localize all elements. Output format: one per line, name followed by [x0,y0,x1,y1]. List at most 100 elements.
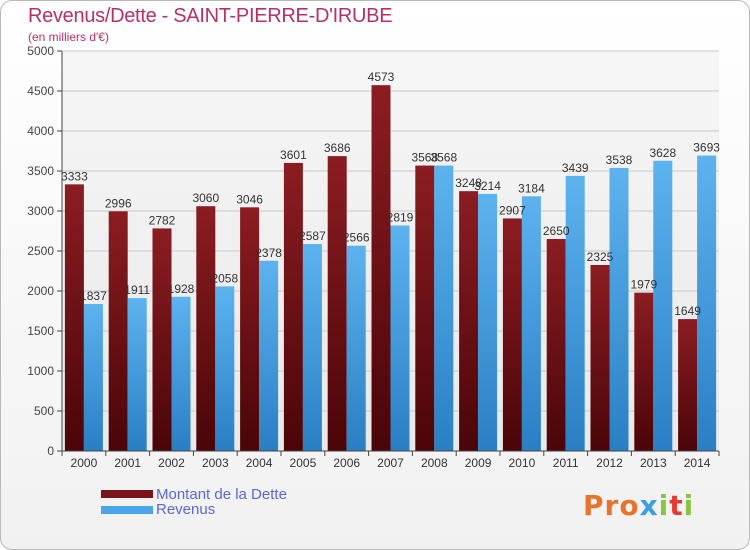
bar-revenus [127,298,147,451]
bar-revenus [215,286,235,451]
x-tick-label: 2010 [509,456,536,470]
data-label-revenus: 1928 [168,282,195,296]
bar-revenus [565,175,585,451]
x-tick-label: 2004 [246,456,273,470]
bar-dette [415,165,435,451]
data-label-dette: 3601 [280,148,307,162]
bar-dette [590,265,610,451]
data-label-revenus: 1837 [80,289,107,303]
bar-revenus [653,160,673,451]
data-label-revenus: 1911 [124,283,150,297]
data-label-revenus: 3439 [562,161,589,175]
chart-title: Revenus/Dette - SAINT-PIERRE-D'IRUBE [28,5,393,27]
x-tick-label: 2006 [333,456,360,470]
legend-label-revenus: Revenus [156,501,216,518]
data-label-dette: 2996 [105,196,132,210]
data-label-revenus: 2587 [299,229,326,243]
y-tick-label: 2000 [27,284,54,298]
data-label-revenus: 3184 [518,181,545,195]
chart-subtitle: (en milliers d'€) [28,30,109,44]
bar-revenus [521,196,541,451]
data-label-dette: 3248 [455,176,482,190]
logo-letter: t [669,489,684,522]
logo-letter: x [639,489,659,522]
bar-dette [196,206,216,451]
data-label-dette: 1979 [630,278,657,292]
bar-dette [64,184,84,452]
x-tick-label: 2008 [421,456,448,470]
legend-swatch-revenus [101,506,153,514]
data-label-dette: 4573 [368,70,395,84]
bar-revenus [697,155,717,451]
bar-dette [327,156,347,451]
bar-dette [240,207,260,451]
x-tick-label: 2000 [71,456,98,470]
bar-dette [678,319,698,451]
bar-dette [459,191,479,451]
logo-letter: r [604,489,620,522]
data-label-dette: 2907 [499,203,526,217]
data-label-revenus: 2378 [255,246,282,260]
y-tick-label: 3000 [27,204,54,218]
bar-revenus [302,244,322,451]
data-label-dette: 3333 [61,169,88,183]
y-tick-label: 1000 [27,364,54,378]
bar-revenus [259,260,279,451]
bar-revenus [390,225,410,451]
y-tick-label: 1500 [27,324,54,338]
data-label-revenus: 3538 [606,153,633,167]
y-tick-label: 0 [47,444,54,458]
data-label-revenus: 3568 [430,151,457,165]
x-tick-label: 2012 [596,456,623,470]
data-label-revenus: 2819 [387,210,414,224]
bar-revenus [478,193,498,451]
data-label-revenus: 2566 [343,231,370,245]
data-label-dette: 3046 [236,192,263,206]
logo-letter: i [683,489,695,522]
x-tick-label: 2002 [158,456,185,470]
x-tick-label: 2014 [684,456,711,470]
bar-revenus [434,165,454,451]
bar-revenus [171,296,191,451]
proxiti-logo: Proxiti [583,489,694,522]
y-tick-label: 4000 [27,124,54,138]
bar-dette [108,211,128,451]
data-label-dette: 3686 [324,141,351,155]
x-tick-label: 2007 [377,456,404,470]
y-tick-label: 2500 [27,244,54,258]
data-label-dette: 3060 [192,191,219,205]
data-label-revenus: 3693 [693,141,720,155]
bar-dette [634,292,654,451]
x-tick-label: 2013 [640,456,667,470]
bar-dette [502,218,522,451]
x-tick-label: 2003 [202,456,229,470]
bar-revenus [346,245,366,451]
bar-revenus [609,167,629,451]
data-label-revenus: 3214 [474,179,501,193]
y-tick-label: 5000 [27,44,54,58]
y-tick-label: 3500 [27,164,54,178]
data-label-revenus: 2058 [211,271,238,285]
x-tick-label: 2011 [553,456,579,470]
data-label-dette: 2782 [149,213,176,227]
logo-letter: P [583,489,605,522]
data-label-dette: 3568 [411,151,438,165]
bar-dette [371,85,391,451]
data-label-revenus: 3628 [649,146,676,160]
logo-letter: o [619,489,640,522]
data-label-dette: 2650 [543,224,570,238]
y-tick-label: 500 [34,404,54,418]
bar-dette [152,228,172,451]
legend-swatch-debt [101,490,153,498]
legend-label-debt: Montant de la Dette [156,486,287,503]
y-tick-label: 4500 [27,84,54,98]
bar-dette [546,239,566,451]
x-tick-label: 2005 [290,456,317,470]
bar-dette [283,162,303,452]
bar-revenus [83,304,103,451]
data-label-dette: 2325 [587,250,614,264]
x-tick-label: 2009 [465,456,492,470]
x-tick-label: 2001 [114,456,141,470]
